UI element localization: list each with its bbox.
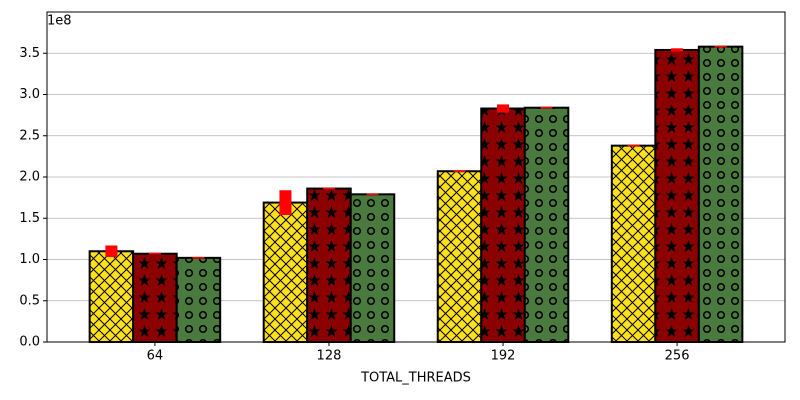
bar-hatch <box>349 193 396 343</box>
y-tick-label: 0.0 <box>19 335 40 350</box>
y-tick-label: 1.5 <box>19 211 40 226</box>
bar-hatch <box>306 187 352 343</box>
y-tick-label: 3.5 <box>19 46 40 61</box>
y-tick-label: 2.5 <box>19 128 40 143</box>
x-tick-label: 128 <box>317 349 342 364</box>
bar-hatch <box>523 106 570 343</box>
bar-hatch <box>132 252 178 344</box>
y-tick-label: 1.0 <box>19 252 40 267</box>
bar-hatch <box>697 45 744 344</box>
bar-hatch <box>610 144 657 343</box>
bar-hatch <box>436 170 483 343</box>
x-tick-label: 192 <box>491 349 516 364</box>
x-axis-label: TOTAL_THREADS <box>360 371 471 386</box>
bar-hatch <box>654 48 700 343</box>
y-offset-label: 1e8 <box>47 14 72 29</box>
bar-hatch <box>88 250 135 343</box>
bar-hatch <box>175 256 222 344</box>
y-tick-label: 3.0 <box>19 87 40 102</box>
y-tick-label: 0.5 <box>19 293 40 308</box>
bar-hatch <box>262 201 309 343</box>
bar-hatch <box>480 107 526 344</box>
x-tick-label: 256 <box>665 349 690 364</box>
plot-frame <box>46 11 786 343</box>
y-tick-label: 2.0 <box>19 170 40 185</box>
x-tick-label: 64 <box>147 349 164 364</box>
